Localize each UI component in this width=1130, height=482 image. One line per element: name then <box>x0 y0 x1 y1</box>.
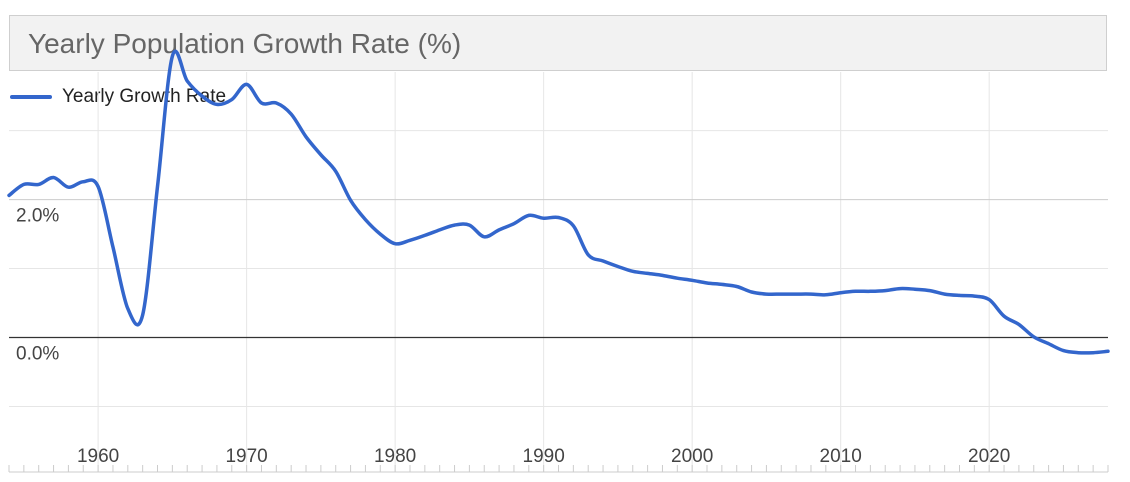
data-point-2008 <box>809 293 812 296</box>
data-point-1999 <box>676 277 679 280</box>
data-point-1980 <box>394 242 397 245</box>
data-point-1992 <box>572 224 575 227</box>
x-tick-label: 1970 <box>225 446 267 467</box>
data-point-2027 <box>1092 351 1095 354</box>
data-point-2013 <box>884 289 887 292</box>
data-point-1987 <box>498 228 501 231</box>
data-point-1971 <box>260 101 263 104</box>
data-point-2020 <box>988 298 991 301</box>
data-point-2022 <box>1017 323 1020 326</box>
data-point-1967 <box>201 95 204 98</box>
data-point-1974 <box>304 135 307 138</box>
data-point-2025 <box>1062 349 1065 352</box>
data-point-2028 <box>1106 350 1109 353</box>
data-point-1988 <box>512 222 515 225</box>
data-point-1991 <box>557 216 560 219</box>
data-point-2000 <box>691 279 694 282</box>
data-point-1963 <box>141 313 144 316</box>
y-tick-label: 2.0% <box>16 206 59 227</box>
data-point-1996 <box>631 270 634 273</box>
data-point-2026 <box>1077 351 1080 354</box>
data-point-1977 <box>349 199 352 202</box>
data-point-2023 <box>1032 335 1035 338</box>
data-point-1955 <box>22 183 25 186</box>
data-point-2019 <box>973 295 976 298</box>
legend-swatch <box>10 95 52 99</box>
data-point-1960 <box>97 185 100 188</box>
data-point-1964 <box>156 185 159 188</box>
data-point-1979 <box>379 233 382 236</box>
data-point-1982 <box>423 234 426 237</box>
data-point-2006 <box>780 293 783 296</box>
data-point-2001 <box>705 281 708 284</box>
x-tick-label: 2010 <box>820 446 862 467</box>
data-point-1957 <box>52 176 55 179</box>
data-point-1965 <box>171 55 174 58</box>
data-point-1983 <box>438 228 441 231</box>
data-point-2007 <box>795 293 798 296</box>
data-point-2010 <box>839 291 842 294</box>
chart-title: Yearly Population Growth Rate (%) <box>28 28 462 59</box>
data-point-1956 <box>37 183 40 186</box>
series-line-yearly-growth-rate <box>7 49 1110 355</box>
data-point-1966 <box>186 79 189 82</box>
data-point-1984 <box>453 224 456 227</box>
data-point-2016 <box>928 289 931 292</box>
data-point-2021 <box>1002 315 1005 318</box>
data-point-1958 <box>67 186 70 189</box>
data-point-2012 <box>869 290 872 293</box>
data-point-1970 <box>245 83 248 86</box>
data-point-1998 <box>661 274 664 277</box>
data-point-2003 <box>735 285 738 288</box>
data-point-1968 <box>215 103 218 106</box>
x-tick-label: 2020 <box>968 446 1010 467</box>
y-tick-label: 0.0% <box>16 344 59 365</box>
data-point-1981 <box>408 239 411 242</box>
data-point-1985 <box>468 224 471 227</box>
chart-title-bar: Yearly Population Growth Rate (%) <box>9 15 1107 71</box>
data-point-1978 <box>364 218 367 221</box>
data-point-2011 <box>854 290 857 293</box>
legend-label: Yearly Growth Rate <box>62 86 227 107</box>
data-point-2009 <box>824 293 827 296</box>
data-point-1993 <box>587 253 590 256</box>
data-point-1997 <box>646 272 649 275</box>
data-point-1994 <box>602 259 605 262</box>
data-point-2002 <box>720 283 723 286</box>
legend: Yearly Growth Rate <box>10 86 226 108</box>
data-point-1995 <box>616 265 619 268</box>
data-point-2024 <box>1047 342 1050 345</box>
x-tick-label: 1980 <box>374 446 416 467</box>
data-point-1972 <box>275 101 278 104</box>
x-tick-label: 2000 <box>671 446 713 467</box>
data-point-1975 <box>319 153 322 156</box>
data-point-2018 <box>958 294 961 297</box>
data-point-1962 <box>126 307 129 310</box>
data-point-2014 <box>899 287 902 290</box>
data-point-1954 <box>7 194 10 197</box>
data-point-1973 <box>290 113 293 116</box>
data-point-1969 <box>230 98 233 101</box>
data-point-1976 <box>334 170 337 173</box>
data-point-1990 <box>542 217 545 220</box>
data-point-2005 <box>765 293 768 296</box>
data-point-2017 <box>943 293 946 296</box>
data-point-2004 <box>750 290 753 293</box>
data-point-1989 <box>527 214 530 217</box>
data-point-1986 <box>483 235 486 238</box>
data-point-2015 <box>913 288 916 291</box>
data-point-1959 <box>82 180 85 183</box>
data-point-1961 <box>111 246 114 249</box>
x-tick-label: 1990 <box>523 446 565 467</box>
x-tick-label: 1960 <box>77 446 119 467</box>
